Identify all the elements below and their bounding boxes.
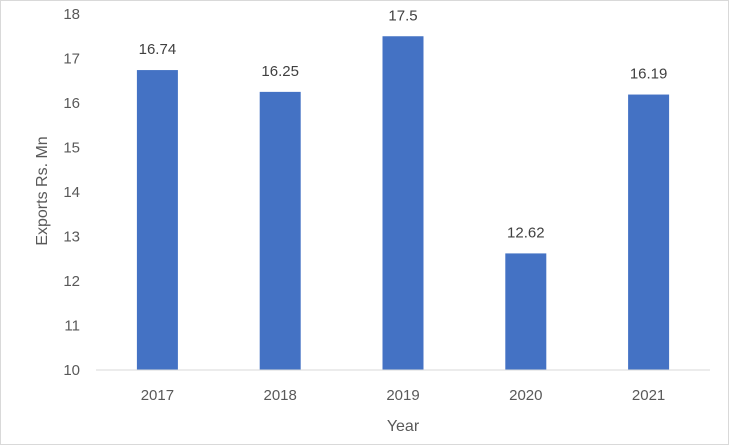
bar-2017 <box>136 70 178 370</box>
bar-2020 <box>505 253 547 370</box>
x-axis-title: Year <box>387 418 420 435</box>
x-axis-ticks: 2017 2018 2019 2020 2021 <box>141 387 666 404</box>
bar-2018 <box>259 91 301 370</box>
bars <box>136 36 670 371</box>
y-tick-label: 10 <box>63 362 80 379</box>
y-tick-label: 18 <box>63 6 80 23</box>
bar-2019 <box>382 36 424 370</box>
data-labels: 16.74 16.25 17.5 12.62 16.19 <box>139 7 668 241</box>
x-tick-label: 2018 <box>264 387 297 404</box>
y-tick-label: 17 <box>63 51 80 68</box>
bar-2021 <box>628 94 670 371</box>
y-tick-label: 12 <box>63 273 80 290</box>
x-tick-label: 2019 <box>386 387 419 404</box>
y-tick-label: 13 <box>63 229 80 246</box>
x-tick-label: 2020 <box>509 387 542 404</box>
y-tick-label: 11 <box>64 318 80 335</box>
data-label: 16.74 <box>139 41 177 58</box>
y-tick-label: 14 <box>63 184 80 201</box>
y-axis-title: Exports Rs. Mn <box>34 136 51 245</box>
y-tick-label: 16 <box>63 95 80 112</box>
x-tick-label: 2017 <box>141 387 174 404</box>
x-tick-label: 2021 <box>632 387 665 404</box>
y-tick-label: 15 <box>63 140 80 157</box>
data-label: 17.5 <box>388 7 417 24</box>
data-label: 16.19 <box>630 66 668 83</box>
data-label: 12.62 <box>507 224 545 241</box>
data-label: 16.25 <box>261 63 299 80</box>
y-axis-ticks: 10 11 12 13 14 15 16 17 18 <box>63 6 80 379</box>
